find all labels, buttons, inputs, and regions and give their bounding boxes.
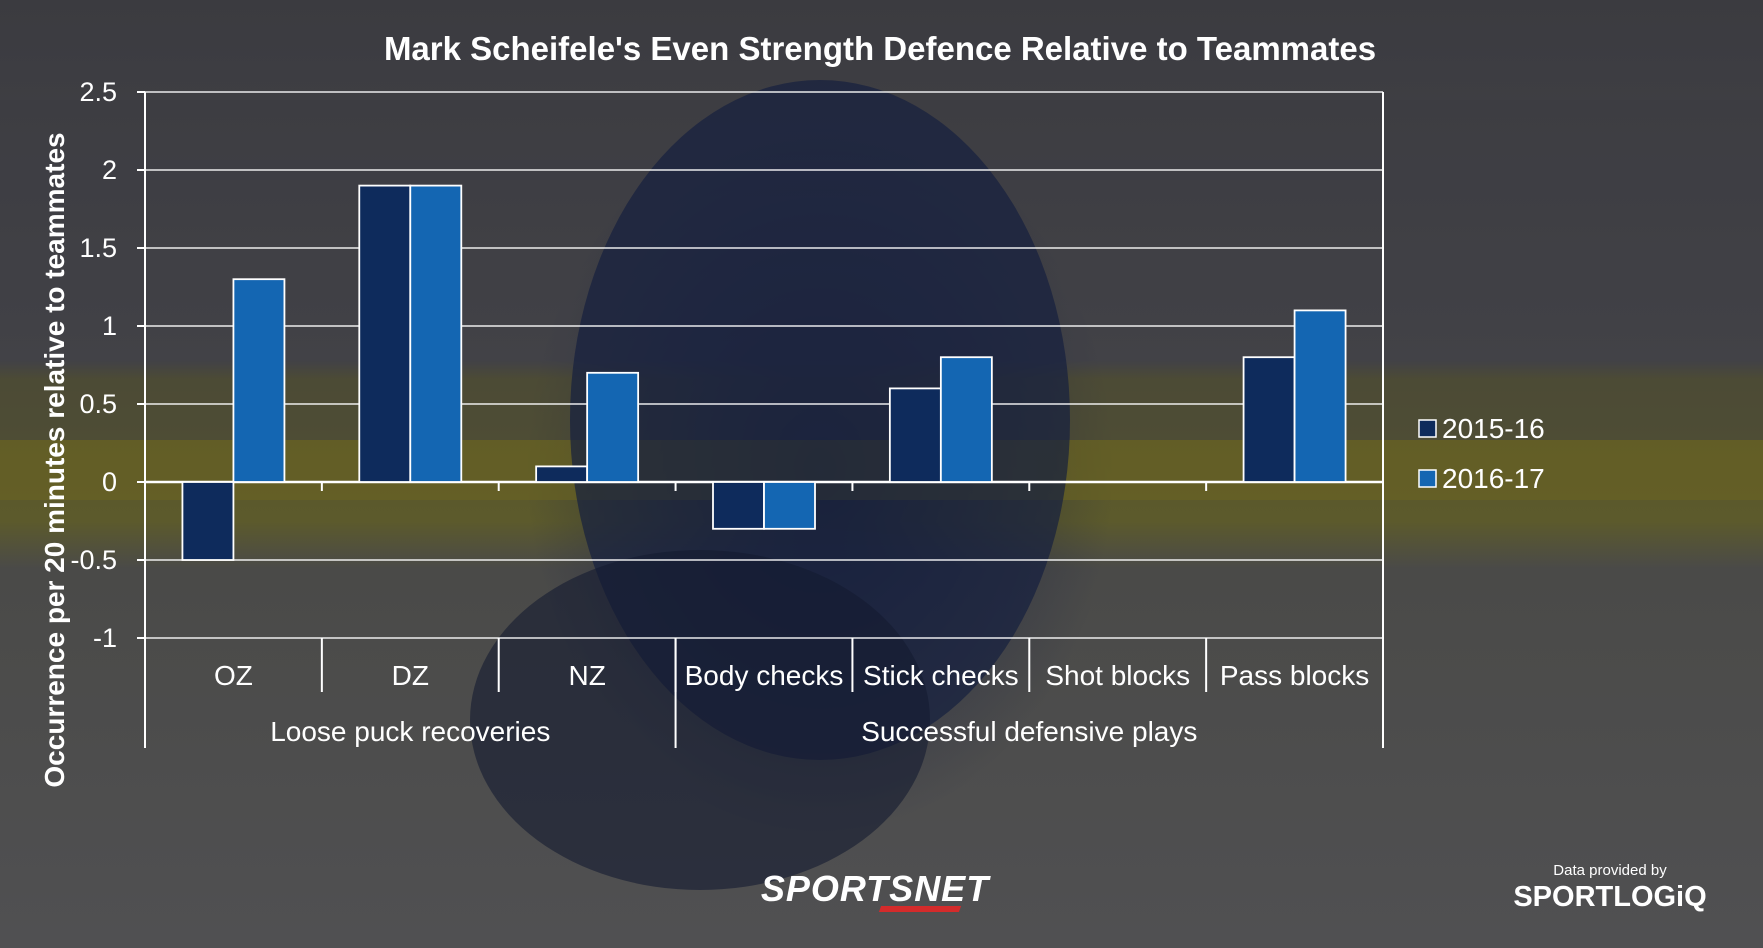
legend: 2015-16 2016-17 <box>1418 413 1545 494</box>
y-tick-label: -1 <box>93 623 117 653</box>
group-label: Successful defensive plays <box>861 716 1197 747</box>
sportsnet-logo-swoosh <box>878 906 962 912</box>
x-tick-label: NZ <box>568 660 605 691</box>
x-tick-label: Stick checks <box>863 660 1019 691</box>
bar-2016-17-nz <box>586 371 640 483</box>
bar-2016-17-dz <box>409 184 463 483</box>
legend-swatch-2015-16 <box>1418 419 1437 438</box>
axis-labels: 2.5 2 1.5 1 0.5 0 -0.5 -1 OZ DZ NZ Body checks Stick… <box>70 77 1369 747</box>
legend-label: 2015-16 <box>1442 413 1545 444</box>
y-tick-label: 2 <box>102 155 117 185</box>
grid-lines <box>145 91 1383 639</box>
bar-2015-16-body-checks <box>712 481 765 530</box>
chart-title: Mark Scheifele's Even Strength Defence R… <box>384 30 1376 67</box>
y-tick-label: 1.5 <box>79 233 117 263</box>
x-tick-label: Pass blocks <box>1220 660 1369 691</box>
sportlogiq-logo: SPORTLOGiQ <box>1513 881 1707 913</box>
bar-2015-16-pass-blocks <box>1242 356 1296 483</box>
bar-2015-16-nz <box>535 465 589 483</box>
bar-2016-17-oz <box>232 278 286 483</box>
sportsnet-logo: SPORTSNET <box>760 868 990 909</box>
bar-2016-17-body-checks <box>763 481 816 530</box>
y-tick-label: 1 <box>102 311 117 341</box>
group-label: Loose puck recoveries <box>270 716 550 747</box>
provider-caption: Data provided by <box>1553 862 1667 879</box>
y-tick-label: 0 <box>102 467 117 497</box>
x-tick-label: OZ <box>214 660 253 691</box>
y-axis-label: Occurrence per 20 minutes relative to te… <box>39 132 70 787</box>
x-tick-label: Body checks <box>685 660 844 691</box>
bar-2015-16-oz <box>181 481 235 561</box>
x-tick-label: DZ <box>392 660 429 691</box>
legend-label: 2016-17 <box>1442 463 1545 494</box>
bar-2015-16-stick-checks <box>888 387 942 483</box>
bar-2016-17-pass-blocks <box>1293 309 1347 483</box>
bar-2016-17-stick-checks <box>939 356 993 483</box>
axes <box>137 91 1384 748</box>
data-provider-credit: Data provided by SPORTLOGiQ <box>1500 862 1720 914</box>
legend-swatch-2016-17 <box>1418 469 1437 488</box>
bars <box>181 184 1347 561</box>
bar-2015-16-dz <box>358 184 412 483</box>
y-tick-label: 2.5 <box>79 77 117 107</box>
y-tick-label: 0.5 <box>79 389 117 419</box>
y-tick-label: -0.5 <box>70 545 117 575</box>
x-tick-label: Shot blocks <box>1045 660 1190 691</box>
